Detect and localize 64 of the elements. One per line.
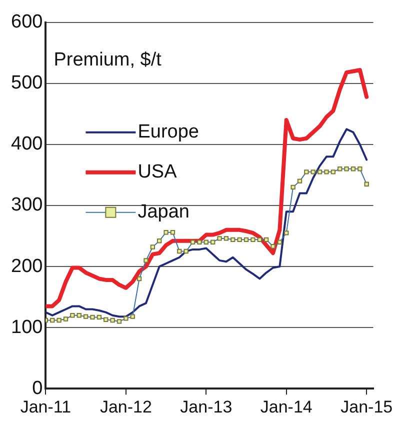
point bbox=[350, 166, 356, 172]
point bbox=[104, 317, 108, 322]
point bbox=[116, 319, 122, 324]
point bbox=[184, 248, 188, 254]
point bbox=[310, 170, 316, 174]
y-tick-label: 100 bbox=[11, 316, 43, 338]
point bbox=[83, 314, 88, 319]
point bbox=[364, 182, 369, 186]
point bbox=[164, 230, 168, 235]
point bbox=[217, 236, 222, 241]
y-tick-label: 600 bbox=[11, 12, 43, 33]
point bbox=[230, 237, 236, 242]
point bbox=[50, 318, 55, 323]
y-tick-label: 300 bbox=[11, 194, 43, 216]
point bbox=[330, 170, 336, 174]
y-axis-title: Premium, $/t bbox=[54, 50, 162, 71]
point bbox=[210, 240, 216, 244]
point bbox=[290, 184, 296, 190]
point bbox=[136, 276, 142, 282]
point bbox=[76, 313, 82, 318]
point bbox=[170, 230, 176, 235]
point bbox=[250, 237, 256, 242]
y-tick-label: 0 bbox=[32, 378, 43, 399]
x-tick-label: Jan-11 bbox=[20, 397, 72, 416]
point bbox=[177, 248, 182, 254]
x-tick-label: Jan-13 bbox=[180, 397, 232, 416]
point bbox=[144, 258, 148, 263]
point bbox=[244, 237, 249, 242]
x-tick-label: Jan-15 bbox=[340, 397, 393, 416]
point bbox=[257, 237, 262, 242]
point bbox=[324, 170, 329, 174]
legend-label: USA bbox=[138, 162, 178, 183]
point bbox=[150, 244, 156, 250]
point bbox=[297, 178, 302, 184]
point bbox=[277, 240, 282, 244]
point bbox=[124, 316, 128, 321]
y-tick-label: 400 bbox=[11, 134, 43, 155]
legend-label: Europe bbox=[138, 122, 199, 143]
point bbox=[90, 314, 95, 320]
point bbox=[264, 237, 269, 242]
point bbox=[197, 240, 202, 244]
point bbox=[338, 166, 342, 172]
x-tick-label: Jan-12 bbox=[100, 397, 152, 416]
point bbox=[224, 236, 229, 241]
x-tick-label: Jan-14 bbox=[260, 397, 312, 416]
point bbox=[190, 240, 196, 244]
point bbox=[270, 244, 276, 249]
point bbox=[237, 237, 242, 242]
point bbox=[130, 314, 135, 319]
point bbox=[358, 166, 362, 172]
point bbox=[63, 316, 68, 322]
point bbox=[157, 238, 162, 244]
point bbox=[56, 318, 62, 323]
point bbox=[204, 240, 208, 244]
point bbox=[344, 166, 349, 172]
point bbox=[110, 318, 115, 323]
point bbox=[70, 313, 75, 318]
legend-label: Japan bbox=[138, 202, 190, 223]
point bbox=[317, 170, 322, 174]
point bbox=[284, 230, 289, 236]
point bbox=[304, 170, 309, 174]
y-tick-label: 500 bbox=[11, 72, 43, 94]
y-tick-label: 200 bbox=[11, 256, 43, 277]
point bbox=[96, 314, 102, 320]
